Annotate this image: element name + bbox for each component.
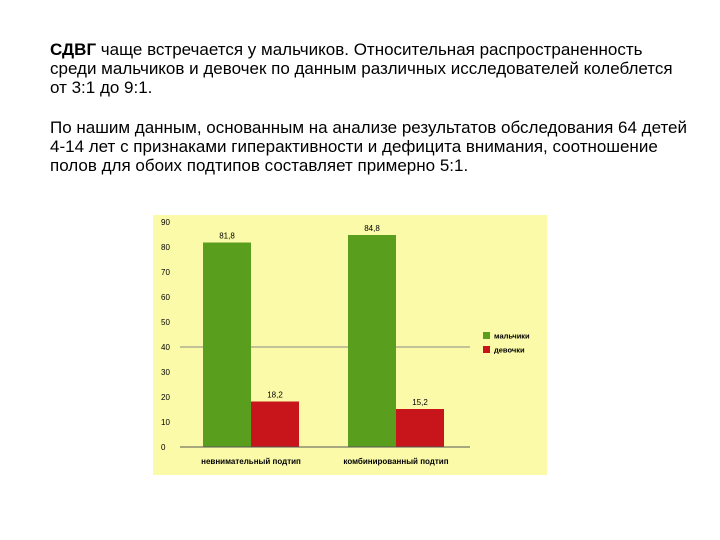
- data-label: 18,2: [267, 391, 283, 400]
- bar-boys: [203, 242, 251, 447]
- data-label: 84,8: [364, 224, 380, 233]
- legend-swatch: [483, 332, 490, 339]
- paragraph-intro-text: чаще встречается у мальчиков. Относитель…: [50, 40, 673, 97]
- bar-boys: [348, 235, 396, 447]
- data-label: 81,8: [219, 232, 235, 241]
- x-category-label: невнимательный подтип: [201, 457, 301, 466]
- y-tick-label: 80: [161, 243, 170, 252]
- y-tick-label: 90: [161, 218, 170, 227]
- y-tick-label: 40: [161, 343, 170, 352]
- x-category-label: комбинированный подтип: [343, 457, 448, 466]
- y-tick-label: 70: [161, 268, 170, 277]
- y-tick-label: 20: [161, 393, 170, 402]
- y-tick-label: 30: [161, 368, 170, 377]
- paragraph-intro: СДВГ чаще встречается у мальчиков. Относ…: [50, 40, 690, 97]
- y-tick-label: 50: [161, 318, 170, 327]
- x-axis-categories: невнимательный подтип комбинированный под…: [201, 457, 449, 466]
- legend-label: девочки: [494, 346, 525, 355]
- term-adhd: СДВГ: [50, 40, 97, 59]
- legend-swatch: [483, 346, 490, 353]
- data-label: 15,2: [412, 398, 428, 407]
- bar-girls: [396, 409, 444, 447]
- paragraph-findings: По нашим данным, основанным на анализе р…: [50, 118, 688, 175]
- y-tick-label: 0: [161, 443, 166, 452]
- y-axis-ticks: 0 10 20 30 40 50 60 70 80 90: [161, 218, 170, 452]
- bar-girls: [251, 401, 299, 447]
- y-tick-label: 60: [161, 293, 170, 302]
- y-tick-label: 10: [161, 418, 170, 427]
- legend-label: мальчики: [494, 332, 530, 341]
- legend: мальчики девочки: [483, 332, 530, 355]
- bars: 81,8 18,2 84,8 15,2: [203, 224, 444, 447]
